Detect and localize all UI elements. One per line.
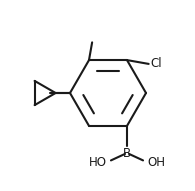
Text: Cl: Cl	[151, 57, 162, 70]
Text: OH: OH	[147, 156, 165, 169]
Text: HO: HO	[89, 156, 107, 169]
Text: B: B	[123, 147, 131, 160]
